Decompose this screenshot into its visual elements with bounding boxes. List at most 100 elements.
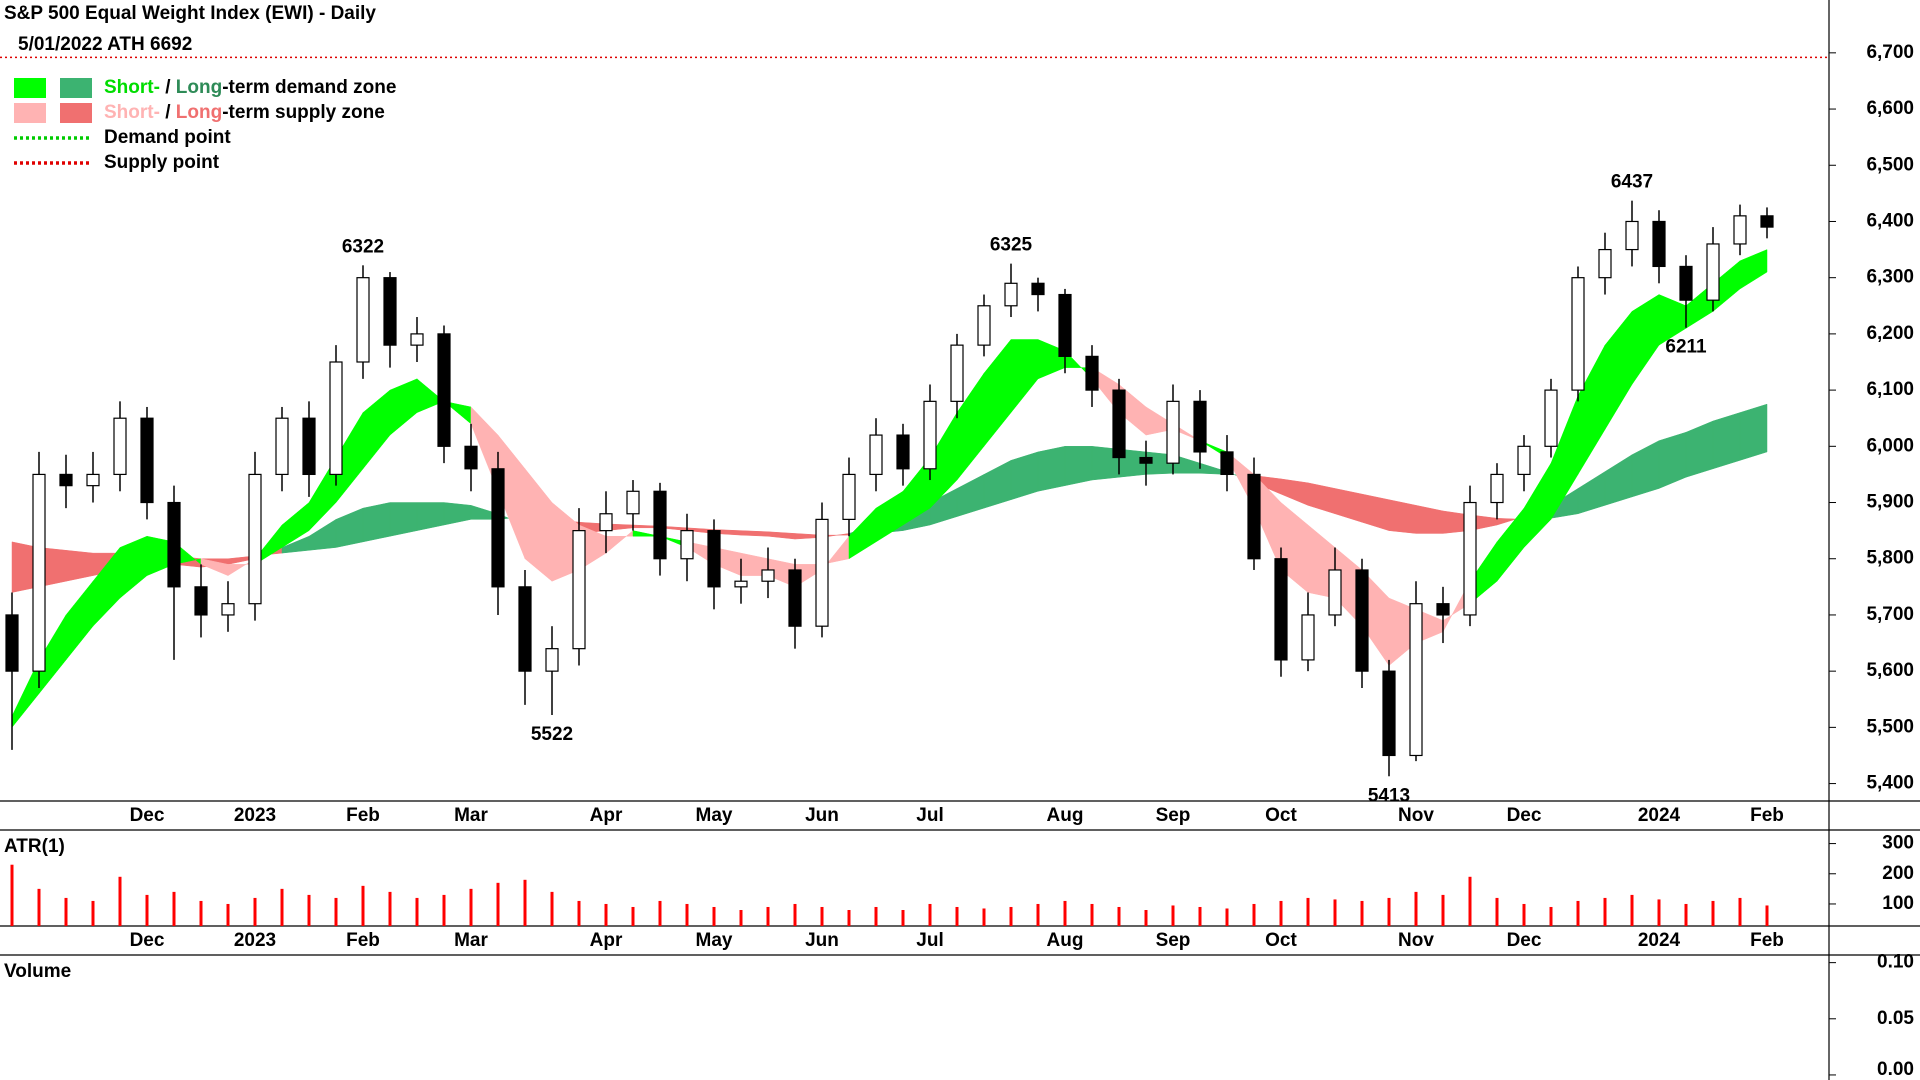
atr-bar [415, 897, 419, 926]
short-zone [632, 530, 661, 537]
x-tick-label: Mar [454, 930, 488, 951]
candle-body [1058, 293, 1072, 357]
atr-bar [37, 888, 41, 926]
long-zone [1739, 403, 1768, 461]
short-zone [65, 580, 94, 661]
y-tick-label: 5,700 [1866, 604, 1914, 625]
long-zone [983, 459, 1012, 509]
legend-swatch [60, 78, 92, 98]
short-zone [1523, 462, 1552, 549]
candle-body [1436, 603, 1450, 616]
candle-body [1247, 473, 1261, 560]
long-zone [362, 502, 391, 543]
atr-bar [1684, 903, 1688, 926]
candle-body [977, 305, 991, 346]
atr-bar [739, 910, 743, 926]
long-zone [1037, 446, 1066, 492]
x-tick-label: Feb [1750, 930, 1784, 951]
candle-body [302, 417, 316, 476]
atr-bar [469, 888, 473, 926]
y-tick-label: 5,900 [1866, 492, 1914, 513]
atr-bar [1279, 900, 1283, 926]
short-zone [1739, 249, 1768, 290]
long-zone [1064, 446, 1093, 486]
long-zone [1577, 471, 1606, 515]
atr-bar [550, 891, 554, 926]
short-zone [362, 389, 391, 470]
candle-body [680, 530, 694, 560]
candle-body [194, 586, 208, 616]
y-tick-label: 5,800 [1866, 548, 1914, 569]
atr-bar [1117, 906, 1121, 926]
candle-body [329, 361, 343, 476]
legend-text: -term demand zone [222, 77, 396, 98]
long-zone [1307, 482, 1336, 515]
long-zone [443, 502, 472, 526]
y-tick-label: 5,400 [1866, 773, 1914, 794]
legend-text: / [160, 77, 176, 98]
atr-bar [1657, 899, 1661, 926]
x-tick-label: Aug [1047, 930, 1084, 951]
y-tick-label: 6,500 [1866, 154, 1914, 175]
long-zone [65, 550, 94, 582]
candle-body [815, 518, 829, 627]
y-tick-label: 0.00 [1877, 1059, 1914, 1080]
long-zone [1712, 412, 1741, 470]
x-tick-label: Oct [1265, 805, 1297, 826]
candle-body [275, 417, 289, 476]
candle-body [1571, 277, 1585, 391]
atr-bar [307, 894, 311, 926]
x-tick-label: May [696, 930, 733, 951]
candle-body [1760, 215, 1774, 228]
atr-bar [145, 894, 149, 926]
x-tick-label: Jul [916, 805, 943, 826]
annotation: 6211 [1665, 337, 1707, 358]
volume-title: Volume [4, 961, 71, 982]
candle-body [896, 434, 910, 470]
candle-body [59, 473, 73, 487]
atr-bar [982, 908, 986, 926]
legend-label: Demand point [104, 127, 231, 148]
short-zone [389, 378, 418, 436]
candle-body [221, 603, 235, 616]
long-zone [335, 507, 364, 548]
atr-bar [523, 879, 527, 926]
legend-text: Long [176, 102, 222, 123]
atr-bar [658, 900, 662, 926]
y-tick-label: 6,600 [1866, 98, 1914, 119]
x-tick-label: Jun [805, 805, 839, 826]
legend-label: Short- / Long-term supply zone [104, 102, 385, 123]
atr-bar [1252, 903, 1256, 926]
candle-body [950, 344, 964, 402]
atr-bar [1036, 903, 1040, 926]
candle-body [1733, 215, 1747, 245]
atr-bar [442, 894, 446, 926]
candle-body [1679, 265, 1693, 301]
x-tick-label: Sep [1156, 930, 1191, 951]
long-zone [956, 474, 985, 517]
x-tick-label: May [696, 805, 733, 826]
atr-bar [334, 897, 338, 926]
candle-body [923, 400, 937, 470]
candle-body [1220, 451, 1234, 476]
atr-bar [928, 903, 932, 926]
short-zone [605, 530, 634, 554]
annotation: 6322 [342, 236, 384, 257]
legend-label: Supply point [104, 152, 220, 173]
candle-body [788, 569, 802, 627]
atr-bar [631, 906, 635, 926]
candle-body [1031, 282, 1045, 296]
y-tick-label: 0.05 [1877, 1008, 1914, 1029]
chart-title: S&P 500 Equal Weight Index (EWI) - Daily [4, 3, 376, 24]
candle-body [32, 473, 46, 672]
candle-body [437, 333, 451, 447]
candle-body [761, 569, 775, 582]
x-tick-label: Dec [1507, 805, 1542, 826]
candle-body [1139, 456, 1153, 464]
x-tick-label: 2023 [234, 930, 276, 951]
candle-body [1328, 569, 1342, 616]
long-zone [1685, 420, 1714, 478]
y-tick-label: 300 [1882, 833, 1914, 854]
candle-body [842, 473, 856, 520]
x-tick-label: Feb [346, 805, 380, 826]
